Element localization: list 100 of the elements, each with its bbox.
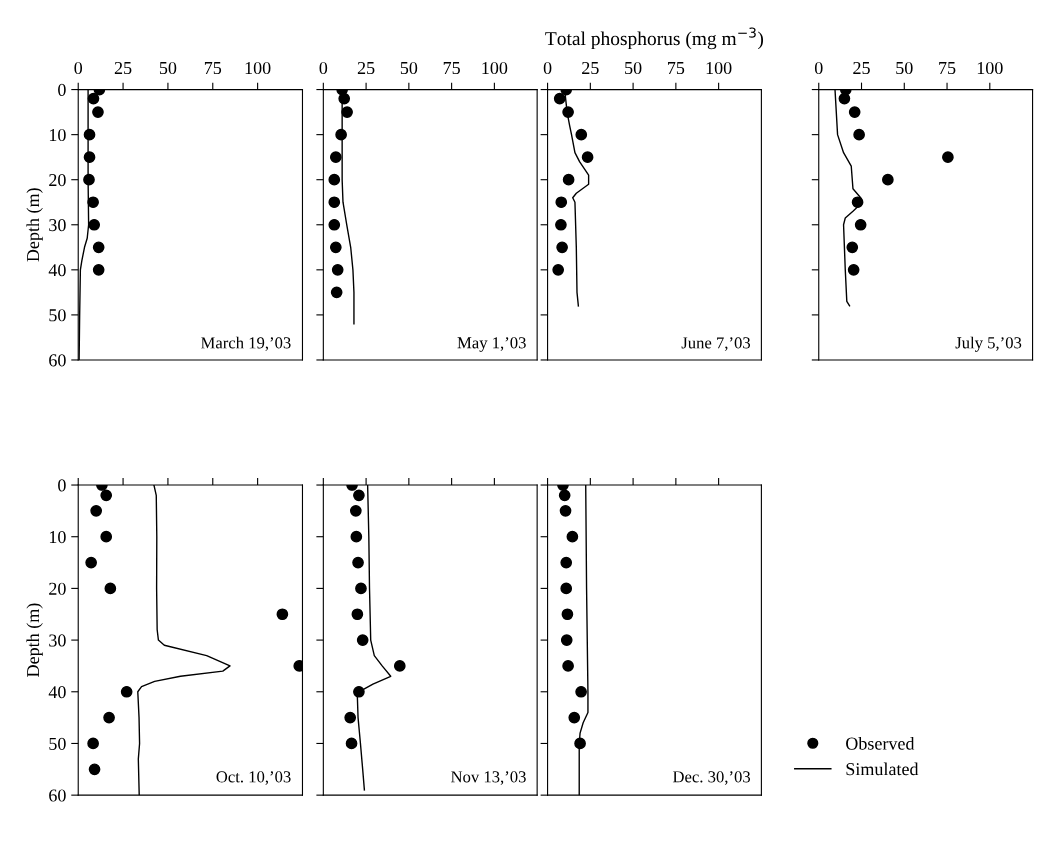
x-tick-label: 25 (582, 61, 599, 75)
x-tick-label: 100 (977, 61, 1003, 75)
point (560, 634, 573, 646)
point (335, 128, 347, 141)
x-tick-label: 50 (625, 61, 642, 75)
x-tick-label: 100 (706, 61, 732, 75)
point (575, 128, 588, 141)
annotation: Dec. 30,’03 (672, 771, 751, 785)
y-tick-label: 40 (48, 686, 66, 699)
y-tick-label: 60 (49, 789, 66, 802)
annotation: Oct. 10,’03 (216, 771, 291, 785)
point (92, 241, 105, 254)
point (556, 241, 568, 254)
point (562, 106, 574, 118)
point (352, 556, 364, 569)
point (104, 582, 117, 595)
point (846, 241, 859, 254)
point (555, 196, 568, 209)
point (847, 263, 860, 276)
point (87, 737, 99, 750)
point (942, 151, 954, 164)
point (120, 685, 133, 698)
point (882, 173, 894, 186)
x-tick-label: 0 (74, 61, 83, 75)
y-tick-label: 30 (49, 219, 66, 232)
point (338, 92, 351, 105)
point (560, 556, 573, 569)
point (575, 685, 587, 698)
point (92, 263, 105, 276)
y-tick-label: 50 (49, 737, 66, 750)
y-tick-label: 10 (49, 530, 66, 544)
point (393, 660, 406, 672)
point (328, 196, 341, 209)
point (561, 608, 574, 621)
x-tick-label: 0 (319, 61, 328, 75)
point (558, 489, 571, 502)
point (92, 106, 104, 118)
point (328, 218, 341, 231)
annotation: May 1,’03 (457, 337, 526, 352)
point (553, 92, 566, 105)
x-tick-label: 0 (814, 61, 823, 75)
point (848, 106, 861, 118)
point (562, 173, 575, 186)
point (574, 737, 586, 750)
point (87, 196, 99, 209)
point (349, 505, 362, 517)
y-tick-label: 10 (49, 128, 66, 142)
point (552, 263, 565, 276)
chart-title: Total phosphorus (mg m$^{−3}$) (545, 27, 764, 50)
point (88, 763, 101, 776)
point (331, 263, 344, 276)
point (87, 92, 100, 105)
y-tick-label: 60 (49, 354, 66, 367)
y-axis-title: Depth (m) (26, 603, 43, 677)
point (853, 128, 865, 141)
x-tick-label: 75 (443, 62, 460, 75)
point (90, 505, 103, 517)
point (851, 196, 864, 209)
annotation: Nov 13,’03 (451, 771, 526, 785)
point (100, 530, 113, 543)
y-tick-label: 0 (58, 83, 66, 97)
y-tick-label: 0 (58, 479, 66, 492)
point (559, 505, 572, 517)
legend-label: Simulated (846, 762, 919, 776)
point (351, 608, 364, 621)
point (83, 128, 96, 141)
annotation: March 19,’03 (201, 336, 291, 351)
x-tick-label: 50 (159, 61, 177, 75)
annotation: June 7,’03 (681, 337, 751, 351)
point (103, 711, 115, 724)
point (854, 218, 867, 231)
point (555, 218, 567, 231)
y-tick-label: 30 (49, 634, 66, 647)
point (581, 151, 594, 164)
point (276, 608, 289, 621)
x-tick-label: 25 (357, 61, 375, 75)
point (328, 173, 341, 186)
x-tick-label: 0 (543, 61, 552, 75)
point (85, 556, 97, 569)
x-tick-label: 100 (482, 61, 508, 75)
y-tick-label: 20 (49, 582, 66, 595)
x-tick-label: 25 (114, 61, 132, 75)
y-axis-title: Depth (m) (26, 188, 43, 262)
point (329, 241, 342, 254)
x-tick-label: 75 (204, 62, 222, 75)
point (83, 173, 95, 186)
point (353, 489, 365, 502)
x-tick-label: 100 (245, 61, 271, 75)
x-tick-label: 50 (400, 61, 418, 75)
point (100, 489, 113, 502)
x-tick-label: 75 (668, 62, 685, 75)
x-tick-label: 75 (939, 62, 956, 75)
point (562, 660, 574, 672)
point (560, 582, 573, 595)
point (566, 530, 579, 543)
point (83, 151, 96, 164)
point (330, 286, 343, 299)
point (355, 582, 367, 595)
y-tick-label: 20 (49, 173, 66, 187)
point (329, 151, 342, 164)
